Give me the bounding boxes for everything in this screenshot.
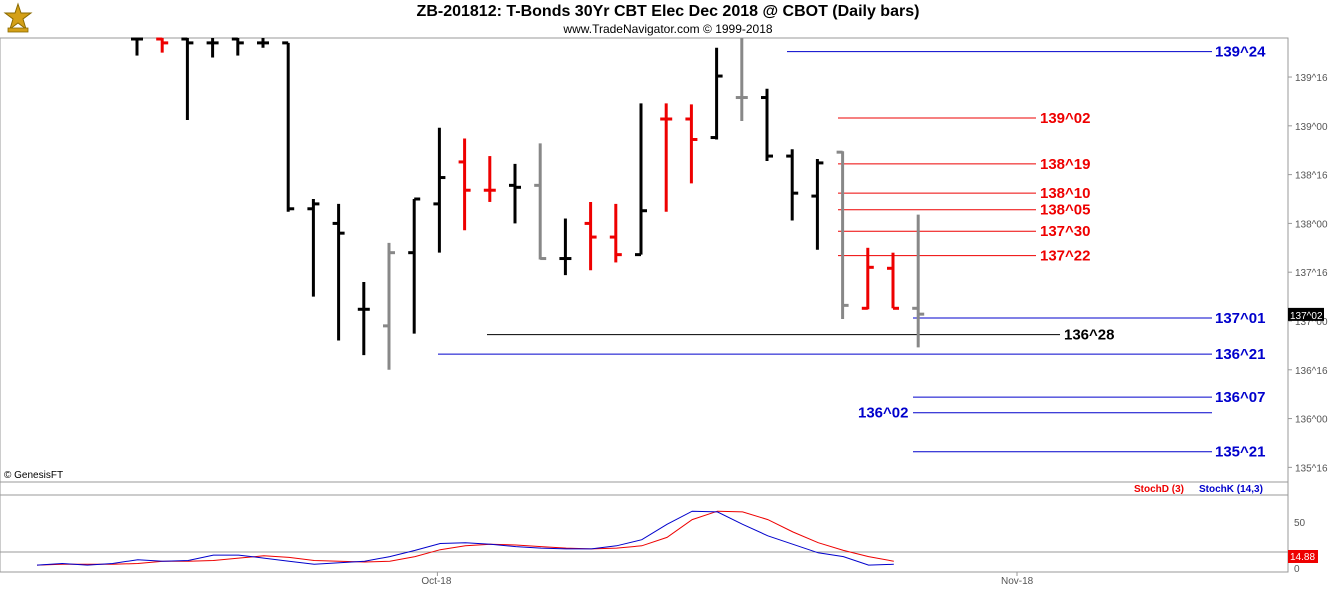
level-label: 138^05 bbox=[1040, 202, 1090, 219]
price-tick-label: 139^16 bbox=[1295, 73, 1328, 84]
stochastic-lines bbox=[36, 510, 894, 566]
price-bar bbox=[131, 37, 143, 56]
level-label: 136^21 bbox=[1215, 346, 1265, 363]
level-label: 136^28 bbox=[1064, 327, 1114, 344]
level-label: 135^21 bbox=[1215, 444, 1265, 461]
last-price-badge: 137^02 bbox=[1290, 311, 1323, 322]
level-label: 138^10 bbox=[1040, 185, 1090, 202]
indicator-tick-50: 50 bbox=[1294, 518, 1306, 529]
chart-subtitle: www.TradeNavigator.com © 1999-2018 bbox=[563, 22, 773, 36]
price-tick-label: 139^00 bbox=[1295, 122, 1328, 133]
price-bar bbox=[181, 37, 194, 120]
level-label: 136^02 bbox=[858, 405, 908, 422]
price-bar bbox=[559, 218, 572, 276]
price-bar bbox=[609, 203, 622, 263]
price-tick-label: 136^16 bbox=[1295, 366, 1328, 377]
price-bar bbox=[887, 252, 899, 310]
price-tick-label: 138^00 bbox=[1295, 219, 1328, 230]
price-bar bbox=[231, 37, 244, 56]
price-y-axis: 135^16 136^00 136^16 137^00 137^16 138^00 138^… bbox=[1288, 73, 1328, 474]
price-tick-label: 137^16 bbox=[1295, 268, 1328, 279]
price-bar bbox=[735, 38, 748, 121]
price-bar bbox=[282, 41, 295, 212]
price-bar bbox=[483, 156, 496, 202]
price-bar bbox=[912, 214, 925, 348]
price-panel-frame bbox=[0, 37, 1289, 483]
price-bar bbox=[685, 104, 698, 184]
price-bar bbox=[861, 247, 874, 310]
price-tick-label: 136^00 bbox=[1295, 415, 1328, 426]
price-tick-label: 137^00 bbox=[1295, 317, 1328, 328]
price-bar bbox=[786, 149, 799, 221]
price-bar bbox=[660, 103, 673, 212]
price-bar bbox=[811, 159, 824, 250]
price-bar bbox=[307, 199, 320, 297]
level-label: 137^30 bbox=[1040, 223, 1090, 240]
date-tick-label: Oct-18 bbox=[421, 576, 451, 587]
stochk-legend: StochK (14,3) bbox=[1199, 484, 1263, 495]
date-x-axis: Oct-18 Nov-18 bbox=[421, 572, 1034, 587]
price-bar bbox=[761, 88, 773, 161]
level-label: 138^19 bbox=[1040, 156, 1090, 173]
price-bar bbox=[433, 127, 446, 253]
price-bar bbox=[509, 163, 521, 224]
price-bar bbox=[332, 203, 345, 341]
price-tick-label: 138^16 bbox=[1295, 171, 1328, 182]
date-tick-label: Nov-18 bbox=[1001, 576, 1034, 587]
price-bars bbox=[131, 37, 925, 370]
level-label: 137^22 bbox=[1040, 248, 1090, 265]
price-bar bbox=[584, 201, 597, 271]
indicator-panel-frame bbox=[0, 481, 1289, 573]
stochd-legend: StochD (3) bbox=[1134, 484, 1184, 495]
price-bar bbox=[534, 143, 547, 261]
level-label: 139^02 bbox=[1040, 110, 1090, 127]
stoch-value-badge: 14.88 bbox=[1290, 552, 1315, 563]
stoch-line bbox=[36, 510, 894, 566]
price-bar bbox=[206, 38, 219, 58]
level-label: 137^01 bbox=[1215, 310, 1265, 327]
price-bar bbox=[710, 47, 723, 140]
level-label: 139^24 bbox=[1215, 44, 1266, 61]
genesis-copyright: © GenesisFT bbox=[4, 470, 63, 481]
price-bar bbox=[156, 37, 169, 53]
level-label: 136^07 bbox=[1215, 389, 1265, 406]
indicator-tick-0: 0 bbox=[1294, 564, 1300, 575]
chart-title: ZB-201812: T-Bonds 30Yr CBT Elec Dec 201… bbox=[416, 3, 920, 20]
price-tick-label: 135^16 bbox=[1295, 463, 1328, 474]
price-bar bbox=[357, 281, 370, 356]
price-bar bbox=[836, 150, 849, 320]
last-price-badge-bg bbox=[1288, 307, 1324, 321]
price-bar bbox=[383, 242, 395, 370]
trade-navigator-logo-icon bbox=[3, 2, 33, 33]
price-bar bbox=[458, 138, 471, 231]
price-bar bbox=[408, 197, 421, 334]
stoch-value-badge-bg bbox=[1288, 550, 1318, 563]
price-bar bbox=[635, 103, 647, 257]
price-bar bbox=[257, 38, 269, 48]
